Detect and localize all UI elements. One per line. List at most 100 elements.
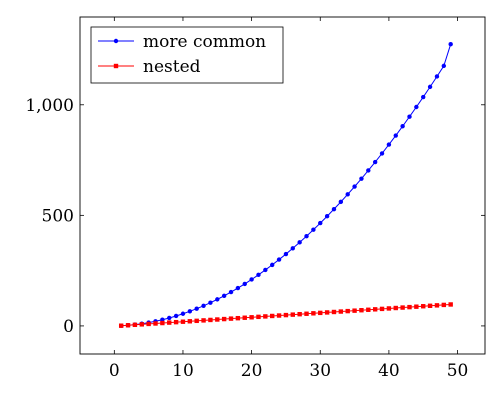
data-point — [400, 305, 405, 310]
data-point — [400, 124, 405, 129]
data-point — [180, 311, 186, 316]
data-point — [139, 322, 144, 327]
data-point — [386, 306, 392, 311]
data-point — [167, 320, 172, 325]
data-point — [366, 307, 371, 312]
data-point — [215, 297, 220, 302]
legend-label-nested: nested — [143, 57, 201, 77]
data-point — [263, 314, 268, 319]
data-point — [352, 184, 357, 189]
data-point — [132, 322, 138, 328]
data-point — [427, 84, 433, 90]
data-point — [407, 114, 412, 119]
data-point — [125, 323, 131, 328]
data-point — [311, 227, 316, 232]
data-point — [414, 104, 419, 110]
data-point — [434, 74, 440, 79]
data-point — [160, 320, 165, 326]
data-point — [441, 63, 447, 69]
data-point — [304, 311, 309, 316]
data-point — [352, 308, 357, 313]
data-point — [297, 311, 302, 317]
data-point — [235, 315, 241, 321]
data-point — [331, 309, 337, 315]
y-tick-label: 0 — [63, 317, 74, 337]
x-tick-labels: 0 10 20 30 40 50 — [109, 361, 468, 381]
legend-marker-more-common — [113, 38, 119, 44]
data-point — [242, 315, 247, 320]
data-point — [270, 313, 275, 319]
data-point — [407, 304, 412, 310]
data-point — [201, 303, 206, 308]
data-point — [215, 317, 220, 322]
data-point — [441, 302, 447, 308]
data-point — [283, 251, 289, 257]
data-point — [331, 206, 337, 212]
data-point — [208, 300, 213, 305]
legend-marker-nested — [113, 63, 119, 69]
x-tick-label: 50 — [447, 361, 469, 381]
data-point — [242, 281, 247, 287]
data-point — [146, 321, 151, 327]
data-point — [414, 304, 419, 309]
legend-label-more-common: more common — [143, 32, 266, 52]
y-tick-label: 500 — [42, 206, 74, 226]
data-point — [338, 309, 344, 314]
data-point — [304, 233, 309, 239]
data-point — [345, 308, 350, 314]
axis-ticks — [80, 17, 485, 354]
data-point — [297, 240, 302, 245]
data-point — [421, 304, 426, 309]
data-point — [235, 285, 241, 291]
data-point — [276, 257, 282, 262]
data-point — [173, 319, 179, 325]
data-point — [338, 199, 344, 205]
data-point — [311, 311, 316, 316]
data-point — [208, 317, 213, 323]
data-point — [372, 307, 378, 312]
data-point — [290, 312, 295, 317]
data-point — [187, 319, 193, 324]
data-point — [290, 246, 295, 251]
data-point — [434, 303, 440, 308]
legend-box — [90, 26, 284, 84]
data-point — [256, 314, 261, 320]
data-point — [173, 313, 179, 319]
y-tick-label: 1,000 — [25, 96, 74, 116]
plot-area-frame — [79, 16, 486, 355]
x-tick-label: 20 — [241, 361, 263, 381]
data-point — [393, 305, 398, 311]
data-point — [167, 315, 172, 321]
data-point — [263, 267, 268, 273]
data-point — [318, 220, 323, 226]
legend: more common nested — [90, 26, 284, 84]
data-point — [187, 309, 193, 314]
series-line-more-common — [121, 44, 452, 327]
data-point — [345, 192, 350, 197]
data-point — [194, 318, 199, 324]
x-tick-label: 40 — [378, 361, 400, 381]
data-point — [194, 306, 199, 311]
data-point — [324, 310, 330, 315]
data-point — [379, 306, 385, 312]
data-point — [276, 313, 282, 318]
x-tick-label: 10 — [172, 361, 194, 381]
data-point — [153, 321, 158, 326]
series-nested — [118, 302, 453, 328]
data-point — [324, 214, 330, 219]
data-point — [249, 315, 254, 320]
data-point — [366, 168, 371, 173]
data-point — [283, 312, 289, 318]
x-tick-label: 0 — [109, 361, 120, 381]
data-point — [249, 277, 254, 282]
data-point — [180, 319, 186, 324]
data-point — [318, 310, 323, 316]
data-point — [160, 317, 165, 322]
data-point — [221, 293, 227, 299]
y-tick-labels: 0 500 1,000 — [25, 96, 74, 337]
data-point — [379, 151, 385, 156]
series-more-common — [118, 41, 453, 328]
data-point — [393, 133, 398, 138]
data-point — [386, 142, 392, 147]
